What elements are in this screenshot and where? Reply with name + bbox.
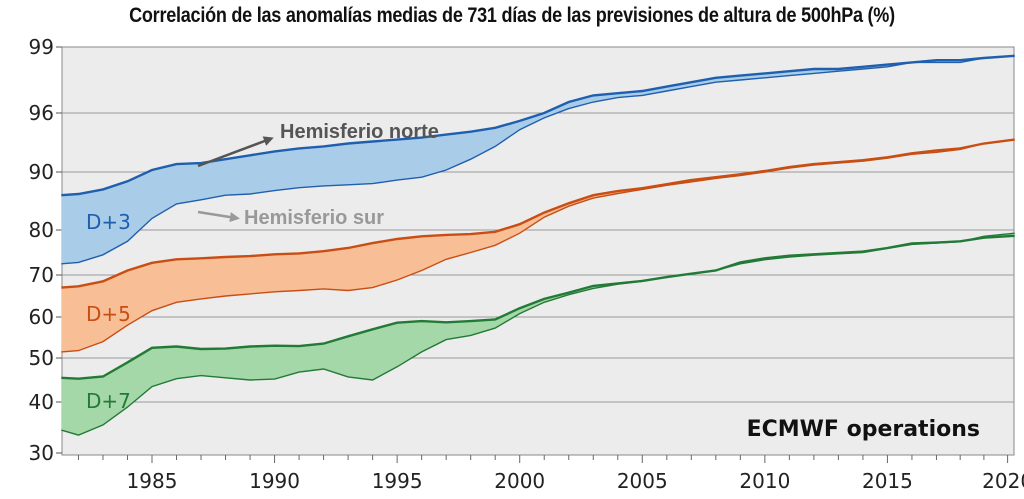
series-bands — [61, 54, 1015, 436]
y-tick-label: 70 — [29, 263, 54, 287]
annotation-south: Hemisferio sur — [244, 207, 384, 229]
x-tick-label: 1995 — [372, 469, 423, 493]
series-label-d3: D+3 — [86, 210, 131, 234]
band-fill-d3 — [61, 55, 1015, 264]
x-tick-label: 2020 — [982, 469, 1024, 493]
series-label-d7: D+7 — [86, 389, 131, 413]
x-tick-label: 2010 — [739, 469, 790, 493]
x-tick-label: 1985 — [127, 469, 178, 493]
arrow-north — [197, 136, 274, 168]
y-tick-label: 30 — [29, 441, 54, 465]
y-tick-label: 40 — [29, 390, 54, 414]
arrow-south — [197, 210, 240, 223]
x-tick-label: 1990 — [249, 469, 300, 493]
line-north-d7 — [61, 234, 1015, 380]
annotation-north: Hemisferio norte — [280, 121, 439, 143]
series-label-d5: D+5 — [86, 302, 131, 326]
y-tick-label: 90 — [29, 160, 54, 184]
x-axis: 1985 1990 1995 2000 2005 2010 2015 2020 — [77, 455, 1024, 493]
y-tick-label: 80 — [29, 218, 54, 242]
y-tick-label: 50 — [29, 346, 54, 370]
line-north-d5 — [61, 138, 1015, 289]
x-tick-label: 2000 — [494, 469, 545, 493]
y-axis: 30 40 50 60 70 80 90 96 99 — [29, 35, 62, 465]
x-tick-label: 2005 — [617, 469, 668, 493]
y-tick-label: 96 — [29, 101, 54, 125]
y-tick-label: 99 — [29, 35, 54, 59]
x-tick-label: 2015 — [862, 469, 913, 493]
line-south-d3 — [61, 55, 1015, 265]
source-label: ECMWF operations — [747, 417, 980, 442]
chart-title: Correlación de las anomalías medias de 7… — [129, 4, 895, 27]
y-tick-label: 60 — [29, 305, 54, 329]
